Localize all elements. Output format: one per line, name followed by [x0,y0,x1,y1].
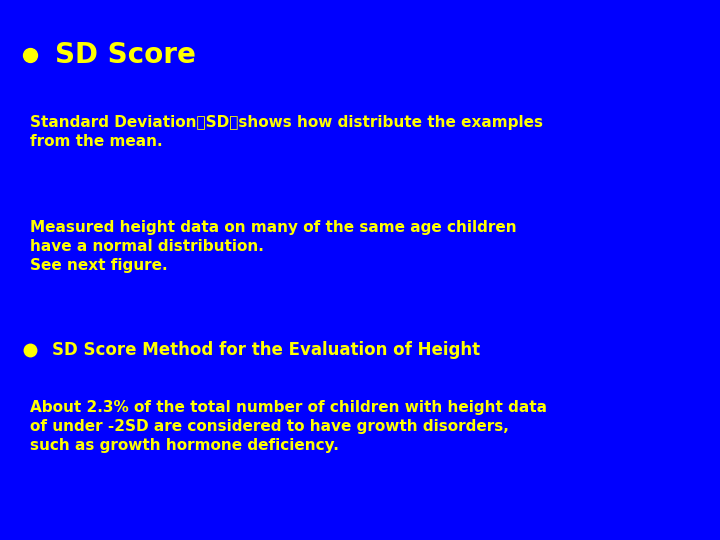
Text: About 2.3% of the total number of children with height data
of under -2SD are co: About 2.3% of the total number of childr… [30,400,547,454]
Text: Standard Deviation（SD）shows how distribute the examples
from the mean.: Standard Deviation（SD）shows how distribu… [30,115,543,149]
Text: Measured height data on many of the same age children
have a normal distribution: Measured height data on many of the same… [30,220,517,273]
Text: SD Score Method for the Evaluation of Height: SD Score Method for the Evaluation of He… [52,341,480,359]
Text: SD Score: SD Score [55,41,196,69]
